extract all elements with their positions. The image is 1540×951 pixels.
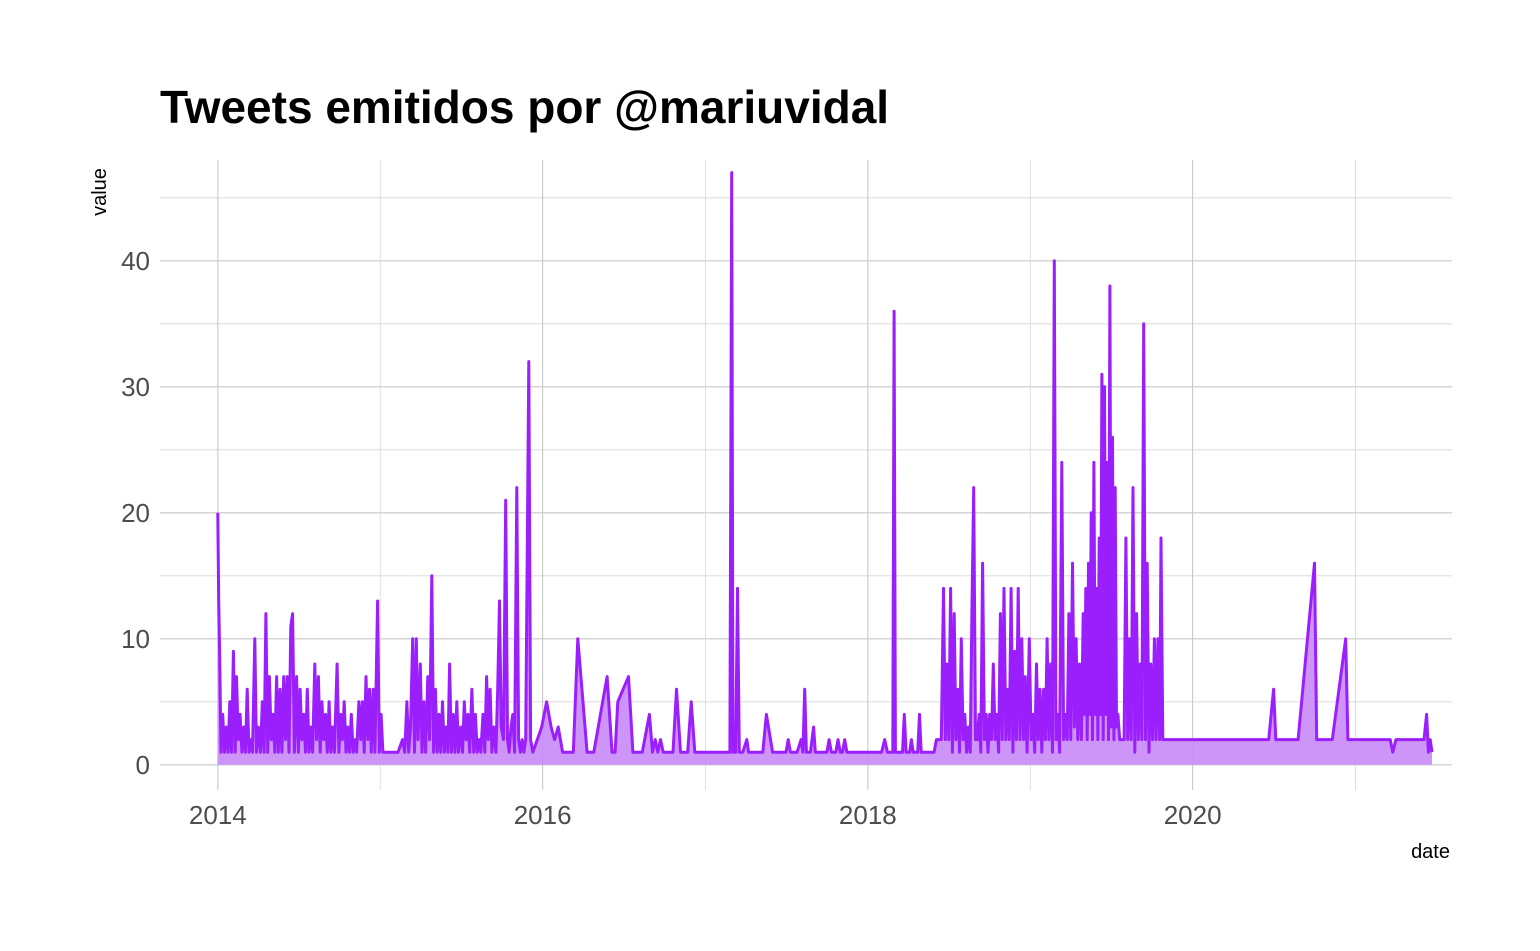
x-axis-ticks: 2014 2016 2018 2020 bbox=[189, 800, 1222, 830]
y-axis-title: value bbox=[89, 168, 111, 216]
chart-title: Tweets emitidos por @mariuvidal bbox=[160, 81, 890, 133]
series-line bbox=[216, 171, 1434, 754]
y-tick-label: 40 bbox=[121, 246, 150, 276]
y-tick-label: 20 bbox=[121, 498, 150, 528]
y-tick-label: 30 bbox=[121, 372, 150, 402]
x-tick-label: 2014 bbox=[189, 800, 247, 830]
y-tick-label: 10 bbox=[121, 624, 150, 654]
y-axis-ticks: 0 10 20 30 40 bbox=[121, 246, 150, 780]
y-tick-label: 0 bbox=[136, 750, 150, 780]
x-tick-label: 2020 bbox=[1164, 800, 1222, 830]
x-tick-label: 2018 bbox=[839, 800, 897, 830]
x-axis-title: date bbox=[1411, 841, 1450, 863]
line-layer bbox=[216, 171, 1434, 754]
series-area bbox=[217, 172, 1432, 765]
grid bbox=[160, 160, 1452, 790]
x-tick-label: 2016 bbox=[514, 800, 572, 830]
area-layer bbox=[217, 172, 1432, 765]
